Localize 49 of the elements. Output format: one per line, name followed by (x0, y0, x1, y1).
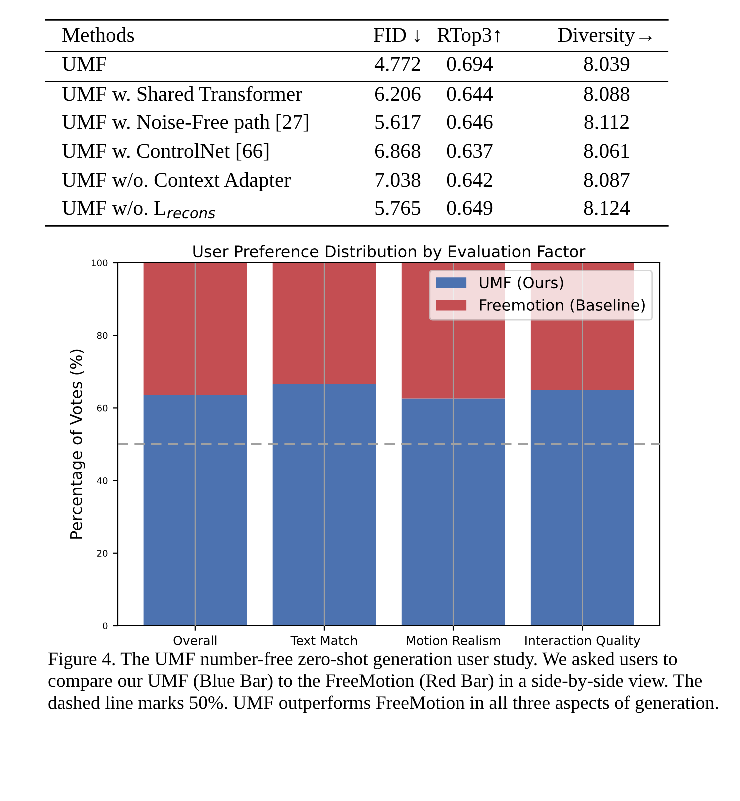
category-label: UMF w. Shared Transformer (62, 86, 302, 102)
y-axis-title: Percentage of Votes (%) (70, 350, 86, 539)
bar (402, 398, 506, 626)
category-label: RTop3↑ (438, 28, 500, 46)
text: 8.112 (584, 115, 629, 130)
text: 7.038 (376, 173, 421, 188)
bar (144, 395, 248, 626)
legend-label: Freemotion (Baseline) (480, 299, 645, 313)
x-tick-label: Text Match (290, 636, 358, 646)
text: 6.868 (375, 144, 421, 158)
category-label: Methods (62, 28, 134, 42)
text: 4.772 (374, 57, 420, 72)
y-tick-label: 100 (92, 260, 108, 267)
category-label: UMF w/o. Context Adapter (62, 172, 291, 192)
y-tick-label: 80 (97, 332, 108, 340)
text: 8.061 (584, 144, 630, 158)
text: 6.206 (375, 87, 421, 102)
text: 0.644 (447, 87, 494, 102)
text: 8.124 (584, 201, 630, 216)
text: 5.617 (376, 115, 421, 130)
y-tick-label: 40 (97, 478, 108, 484)
text: 0.642 (447, 173, 492, 188)
y-tick-label: 0 (103, 622, 108, 630)
x-tick-label: Interaction Quality (526, 636, 640, 648)
caption: Figure 4. The UMF number-free zero-shot generation user study. We asked users to compare our UMF (Blue Bar) to the FreeMotion (Red Bar) in a side-by-side view. The dashed line marks 50%. UMF outperforms FreeMotion in all three aspects of generation. (48, 652, 718, 714)
text: 8.088 (584, 87, 630, 102)
category-label: UMF w. ControlNet [66] (62, 144, 269, 161)
y-tick-label: 20 (97, 550, 108, 557)
bar (272, 263, 376, 384)
text: 8.087 (584, 173, 630, 188)
text: 8.039 (584, 57, 630, 72)
bar (144, 263, 248, 396)
category-label: FID ↓ (374, 28, 420, 43)
legend-label: UMF (Ours) (480, 276, 564, 290)
text: 0.649 (447, 201, 493, 216)
y-tick-label: 60 (97, 404, 108, 412)
x-tick-label: Motion Realism (407, 636, 500, 646)
chart-title: User Preference Distribution by Evaluation Factor (194, 245, 586, 261)
category-label: UMF w. Noise-Free path [27] (62, 114, 308, 134)
text: 0.694 (447, 57, 494, 72)
category-label: UMF w/o. L$_{recons}$ (62, 201, 216, 219)
bar (272, 384, 376, 626)
x-tick-label: Overall (174, 636, 217, 646)
category-label: UMF (62, 57, 106, 72)
text: 0.646 (447, 115, 493, 130)
text: 5.765 (376, 201, 421, 216)
category-label: Diversity→ (558, 28, 652, 46)
text: 0.637 (447, 144, 493, 158)
bar (530, 390, 634, 626)
